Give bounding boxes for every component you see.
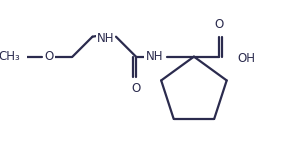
Text: CH₃: CH₃: [0, 50, 20, 63]
Text: NH: NH: [146, 50, 163, 63]
Text: O: O: [215, 18, 224, 31]
Text: OH: OH: [238, 52, 255, 65]
Text: O: O: [131, 82, 141, 95]
Text: O: O: [44, 50, 54, 63]
Text: NH: NH: [97, 32, 114, 45]
